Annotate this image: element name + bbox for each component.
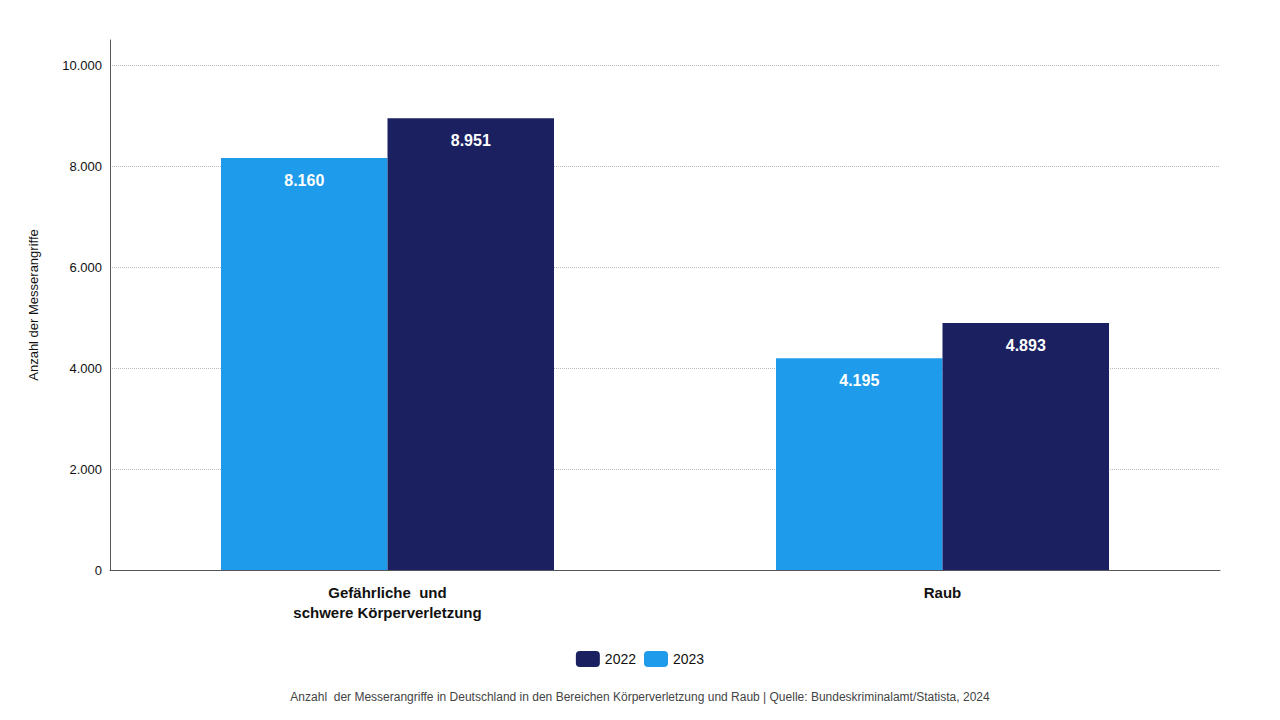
svg-text:4.893: 4.893 xyxy=(1006,337,1046,354)
svg-text:8.000: 8.000 xyxy=(69,159,102,174)
svg-text:2023: 2023 xyxy=(673,651,704,667)
svg-text:Gefährliche und: Gefährliche und xyxy=(328,584,446,601)
svg-text:2.000: 2.000 xyxy=(69,462,102,477)
svg-text:4.195: 4.195 xyxy=(839,372,879,389)
svg-text:Raub: Raub xyxy=(924,584,962,601)
svg-text:schwere Körperverletzung: schwere Körperverletzung xyxy=(293,604,481,621)
svg-text:0: 0 xyxy=(95,563,102,578)
svg-text:2022: 2022 xyxy=(605,651,636,667)
svg-text:Anzahl der Messerangriffe in: Anzahl der Messerangriffe in Deutschland… xyxy=(290,690,990,704)
svg-text:8.160: 8.160 xyxy=(284,172,324,189)
svg-text:8.951: 8.951 xyxy=(451,132,491,149)
svg-text:4.000: 4.000 xyxy=(69,361,102,376)
svg-text:10.000: 10.000 xyxy=(62,58,102,73)
svg-text:6.000: 6.000 xyxy=(69,260,102,275)
svg-text:Anzahl der Messerangriffe: Anzahl der Messerangriffe xyxy=(26,229,41,381)
